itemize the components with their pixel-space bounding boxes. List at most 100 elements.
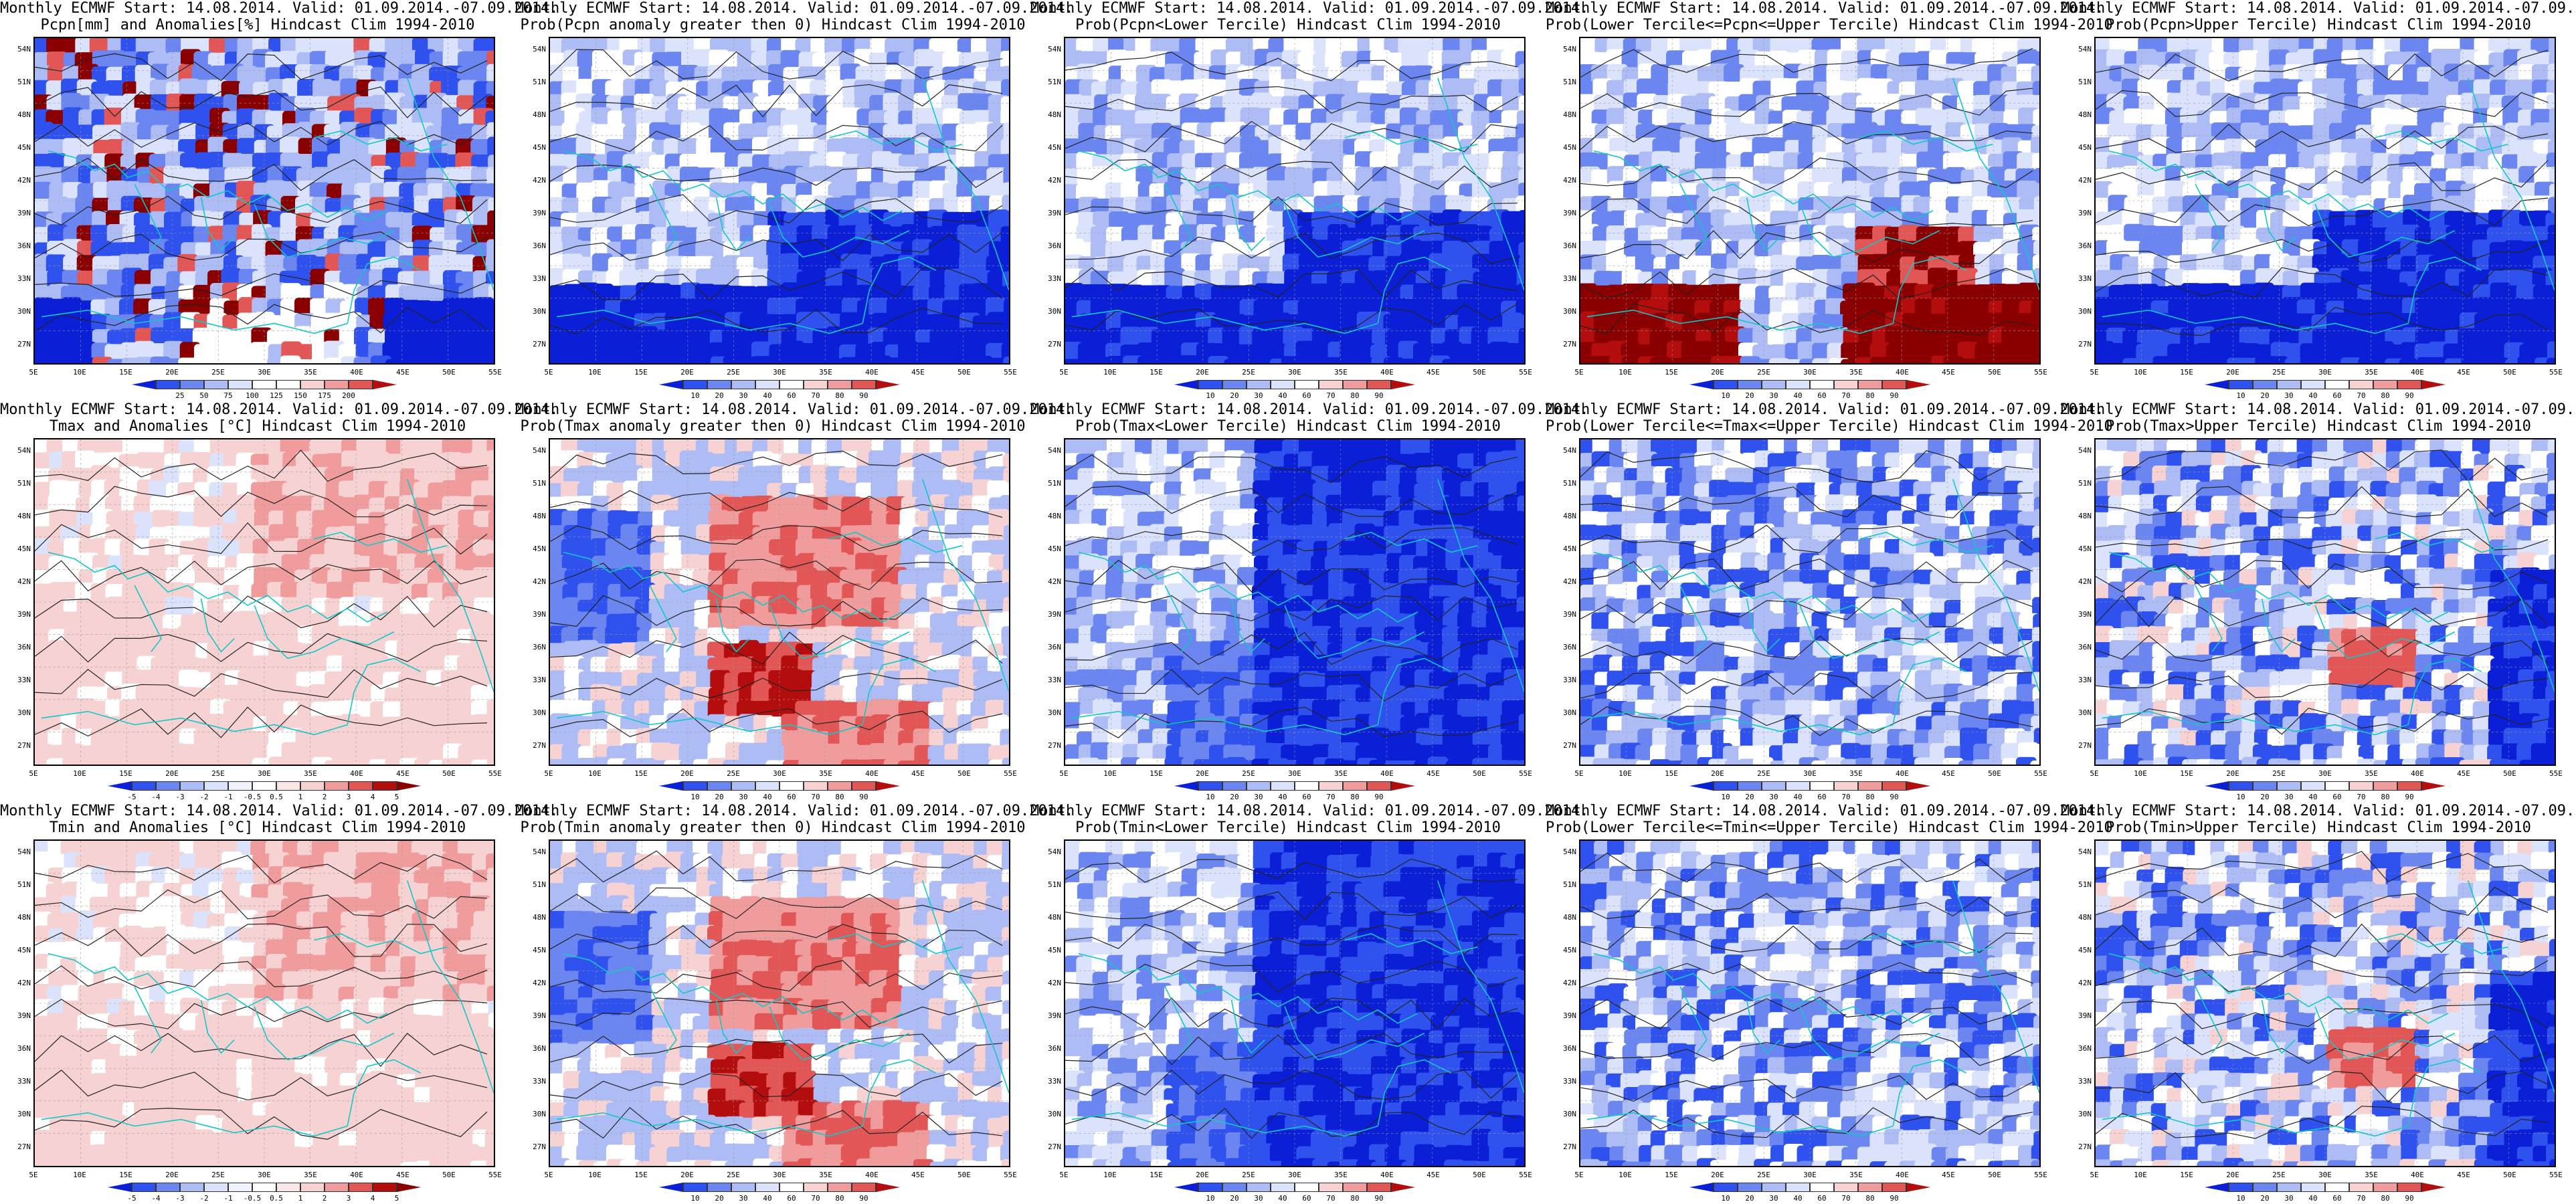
field-cell [636, 239, 657, 260]
map-panel-pcpn-prob-gt0: Monthly ECMWF Start: 14.08.2014. Valid: … [515, 0, 1073, 401]
colorbar-tick-label: 90 [2405, 391, 2414, 400]
lon-tick-label: 20E [2226, 368, 2239, 377]
colorbar-tick-label: 40 [1278, 391, 1287, 400]
field-cell [1503, 359, 1524, 363]
field-cell [294, 326, 315, 347]
coastline [200, 197, 235, 252]
contour-line [550, 231, 1003, 262]
colorbar-segment [2301, 380, 2325, 389]
lat-tick-label: 48N [533, 110, 546, 119]
field-cell [338, 254, 359, 275]
field-cell [1310, 122, 1331, 144]
lon-tick-label: 25E [211, 368, 225, 377]
colorbar-segment [132, 781, 156, 791]
field-cell [1135, 166, 1157, 187]
coastline [563, 150, 903, 221]
lon-tick-label: 15E [1665, 368, 1678, 377]
field-cell [1251, 357, 1273, 363]
field-cell [399, 326, 420, 348]
lon-tick-label: 55E [488, 368, 502, 377]
colorbar-tick-label: 90 [1890, 391, 1899, 400]
field-cell [1342, 355, 1363, 363]
field-cell [442, 298, 464, 318]
lat-tick-label: 30N [1563, 307, 1576, 316]
contour-line [550, 49, 1003, 80]
field-cell [411, 355, 432, 363]
field-cell [484, 355, 494, 363]
colorbar-tick-label: 25 [175, 391, 185, 400]
field-cell [1106, 167, 1127, 188]
lat-tick-label: 39N [2078, 209, 2092, 217]
lon-tick-label: 15E [634, 368, 648, 377]
lat-tick-label: 33N [17, 676, 31, 684]
lat-tick-label: 54N [17, 446, 31, 455]
contour-line [1065, 303, 1518, 334]
colorbar-segment [156, 380, 180, 389]
colorbar-tick-label: 60 [1817, 391, 1827, 400]
colorbar-segment [1834, 380, 1858, 389]
field-cell [1164, 64, 1185, 84]
field-cell [1442, 359, 1463, 363]
field-cell [1003, 326, 1009, 348]
coastline [1344, 130, 1478, 152]
colorbar-segment [252, 781, 276, 791]
colorbar-tick-label: -2 [199, 793, 209, 801]
contour-line [550, 308, 1003, 334]
lon-tick-label: 30E [1803, 368, 1817, 377]
field-cell [340, 136, 361, 157]
colorbar-segment [659, 380, 683, 389]
field-cell [1194, 283, 1216, 304]
field-cell [178, 357, 199, 363]
lat-tick-label: 48N [17, 512, 31, 520]
field-cell [441, 328, 462, 349]
coastline [48, 150, 388, 221]
field-cell [1516, 224, 1524, 245]
lon-tick-label: 50E [1988, 368, 2001, 377]
field-cell [591, 253, 613, 274]
colorbar: 25 50 75 100 125 150 175 200 [132, 380, 397, 400]
lon-tick-label: 20E [680, 368, 694, 377]
field-cell [1518, 328, 1524, 349]
lat-tick-label: 48N [533, 512, 546, 520]
map-panel-tmax-anom: Monthly ECMWF Start: 14.08.2014. Valid: … [0, 401, 558, 803]
coastline [1377, 256, 1451, 324]
colorbar-tick-label: 10 [1721, 391, 1730, 400]
colorbar-segment [300, 380, 325, 389]
field-cell [413, 239, 434, 261]
lat-tick-label: 33N [2078, 274, 2092, 283]
lat-tick-label: 51N [17, 78, 31, 86]
map-field [2094, 37, 2556, 365]
field-cell [486, 239, 494, 260]
panel-title-line2: Tmax and Anomalies [°C] Hindcast Clim 19… [49, 418, 466, 435]
field-cell [1003, 122, 1009, 143]
colorbar-segment [300, 781, 325, 791]
colorbar: -5 -4 -3 -2 -1 -0.5 0.5 1 2 3 4 5 [108, 781, 421, 801]
field-cell [2033, 312, 2039, 332]
lat-tick-label: 42N [533, 577, 546, 586]
field-cell [76, 341, 97, 363]
field-cell [606, 342, 626, 363]
colorbar-segment [108, 781, 132, 791]
field-cell [1428, 94, 1449, 115]
field-cell [1324, 52, 1346, 72]
field-cell [782, 253, 804, 274]
field-cell [194, 93, 215, 114]
lon-tick-label: 40E [350, 769, 363, 778]
panel-title-line1: Monthly ECMWF Start: 14.08.2014. Valid: … [1030, 0, 1589, 17]
lon-tick-label: 30E [773, 368, 786, 377]
colorbar-tick-label: 20 [715, 391, 724, 400]
field-cell [456, 357, 477, 363]
colorbar-segment [276, 380, 300, 389]
field-cell [209, 38, 229, 58]
field-cell [1443, 136, 1464, 157]
panel-title-line2: Prob(Lower Tercile<=Pcpn<=Upper Tercile)… [1546, 17, 2113, 33]
field-cell [591, 180, 612, 201]
field-cell [590, 356, 612, 363]
contour-line [1065, 52, 1518, 82]
colorbar-tick-label: 4 [370, 793, 375, 801]
panel-title-line1: Monthly ECMWF Start: 14.08.2014. Valid: … [2061, 0, 2576, 17]
field-cell [150, 268, 171, 290]
field-cell [2340, 357, 2361, 363]
lat-tick-label: 36N [1563, 241, 1576, 250]
colorbar-segment [397, 781, 421, 791]
